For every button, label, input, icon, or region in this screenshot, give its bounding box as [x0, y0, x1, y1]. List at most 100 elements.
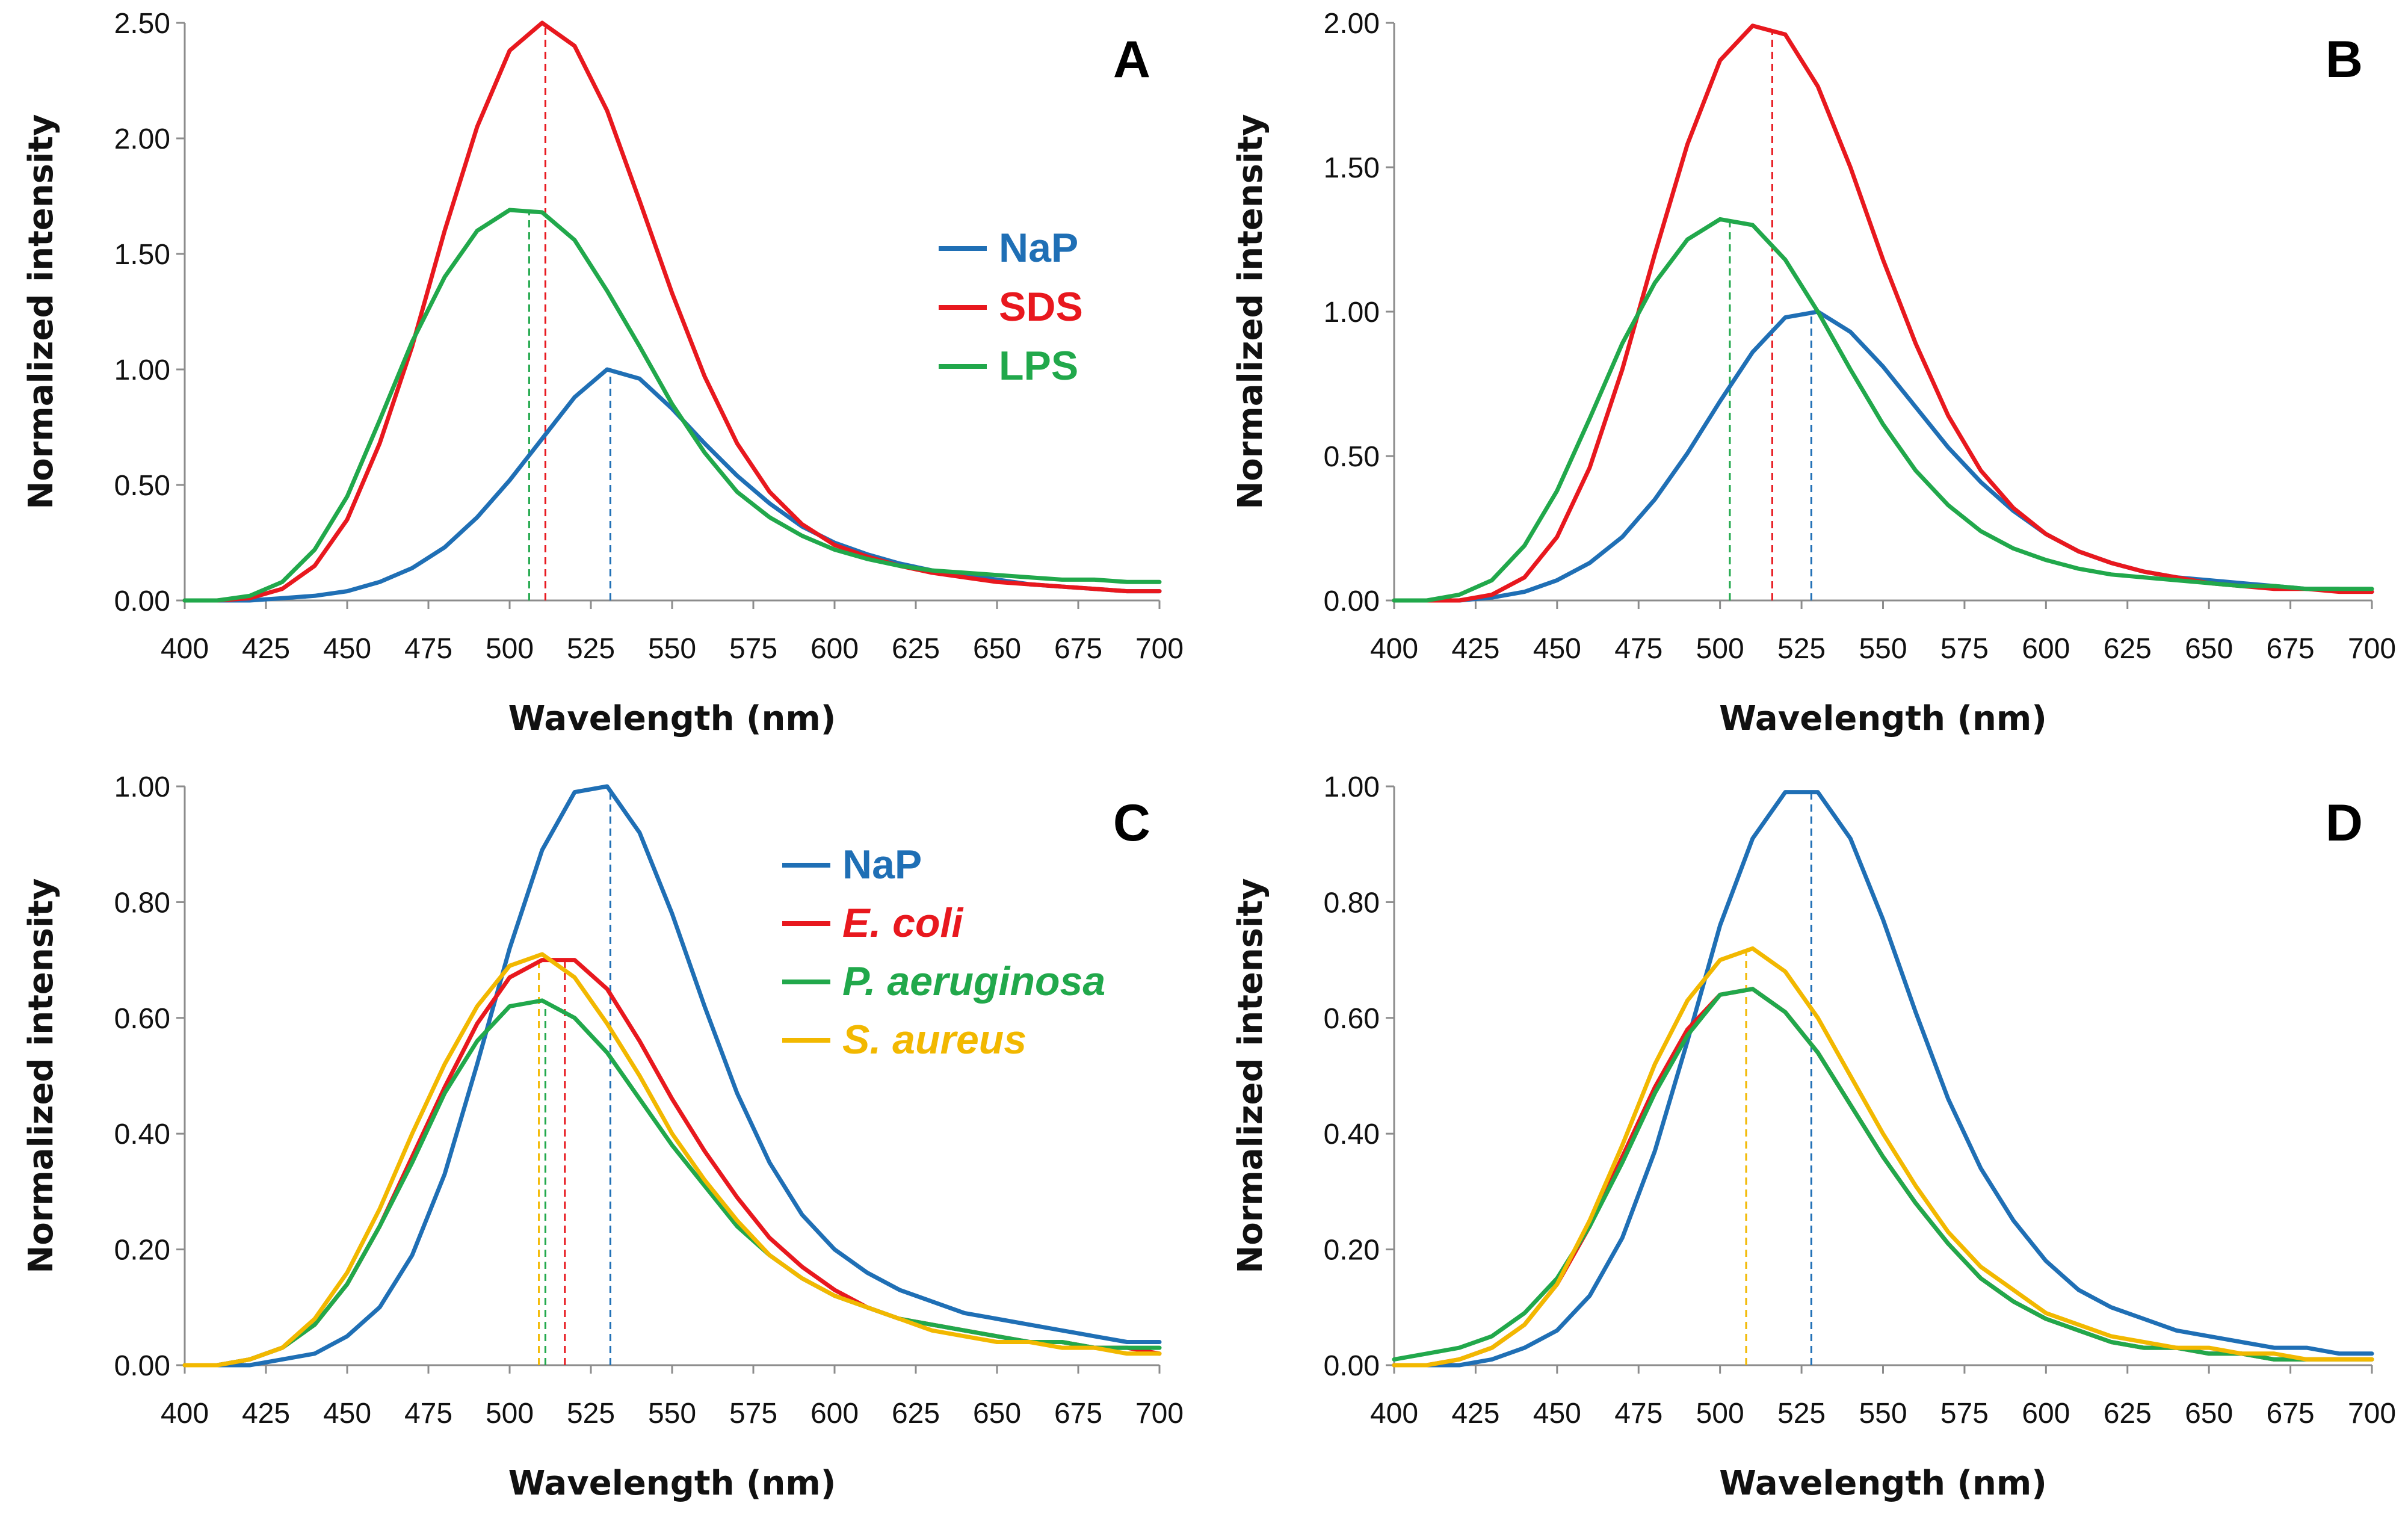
- x-tick-label: 550: [1859, 633, 1907, 665]
- legend-label: P. aeruginosa: [842, 958, 1105, 1004]
- x-tick-label: 675: [1054, 1398, 1102, 1430]
- y-tick-label: 0.60: [114, 1003, 170, 1035]
- y-tick-label: 2.00: [1324, 8, 1380, 40]
- x-tick-label: 400: [1370, 1398, 1418, 1430]
- x-axis-title: Wavelength (nm): [508, 1464, 836, 1503]
- y-tick-label: 0.60: [1324, 1003, 1380, 1035]
- x-tick-label: 500: [486, 633, 534, 665]
- x-tick-label: 650: [2185, 633, 2233, 665]
- x-tick-label: 475: [1614, 1398, 1662, 1430]
- series-line-nap: [1392, 309, 2374, 603]
- y-axis-title: Normalized intensity: [1231, 114, 1270, 509]
- x-tick-label: 600: [2022, 1398, 2070, 1430]
- x-axis-title: Wavelength (nm): [1719, 699, 2047, 738]
- y-tick-label: 0.40: [114, 1118, 170, 1150]
- panel-label: C: [1113, 794, 1150, 852]
- y-tick-label: 0.00: [1324, 585, 1380, 617]
- x-tick-label: 550: [648, 633, 696, 665]
- y-tick-label: 0.00: [114, 585, 170, 617]
- chart-panel-d: 0.00 0.20 0.40 0.60 0.80 1.00 400 425 450 475 500 5…: [1231, 771, 2396, 1503]
- x-tick-label: 500: [1696, 1398, 1744, 1430]
- y-tick-label: 0.00: [1324, 1350, 1380, 1382]
- x-tick-label: 650: [973, 633, 1021, 665]
- series-line-s-aureus: [1392, 946, 2374, 1368]
- legend-label: S. aureus: [842, 1017, 1026, 1063]
- x-tick-label: 525: [567, 633, 615, 665]
- series-line-p-aeruginosa: [1392, 987, 2374, 1362]
- x-tick-label: 475: [404, 633, 452, 665]
- x-tick-label: 700: [1135, 633, 1184, 665]
- x-tick-label: 450: [323, 633, 371, 665]
- panel-label: B: [2326, 31, 2363, 88]
- y-tick-label: 1.00: [114, 771, 170, 803]
- y-tick-label: 2.00: [114, 123, 170, 155]
- y-tick-label: 0.20: [1324, 1235, 1380, 1267]
- y-tick-label: 0.40: [1324, 1118, 1380, 1150]
- x-tick-label: 575: [1940, 633, 1989, 665]
- x-tick-label: 400: [161, 1398, 209, 1430]
- panel-label: A: [1113, 31, 1150, 88]
- x-tick-label: 525: [1777, 633, 1826, 665]
- x-tick-label: 650: [2185, 1398, 2233, 1430]
- x-tick-label: 400: [161, 633, 209, 665]
- x-tick-label: 575: [729, 633, 777, 665]
- x-tick-label: 625: [2104, 1398, 2152, 1430]
- x-tick-label: 475: [404, 1398, 452, 1430]
- legend: NaP E. coli P. aeruginosa S. aureus: [782, 842, 1105, 1063]
- x-tick-label: 700: [2348, 1398, 2396, 1430]
- series-line-nap: [182, 367, 1162, 603]
- y-tick-label: 1.50: [114, 239, 170, 271]
- y-tick-label: 0.00: [114, 1350, 170, 1382]
- x-tick-label: 475: [1614, 633, 1662, 665]
- y-axis-title: Normalized intensity: [1231, 878, 1270, 1273]
- x-tick-label: 625: [892, 633, 940, 665]
- y-axis-title: Normalized intensity: [22, 878, 61, 1273]
- x-axis-title: Wavelength (nm): [1719, 1464, 2047, 1503]
- x-tick-label: 575: [729, 1398, 777, 1430]
- y-tick-label: 1.50: [1324, 152, 1380, 184]
- y-axis-title: Normalized intensity: [22, 114, 61, 509]
- y-tick-label: 1.00: [1324, 297, 1380, 329]
- x-tick-label: 700: [1135, 1398, 1184, 1430]
- series-line-e-coli: [1392, 987, 2374, 1368]
- panel-label: D: [2326, 794, 2363, 852]
- x-tick-label: 425: [242, 633, 290, 665]
- series-line-p-aeruginosa: [182, 998, 1162, 1368]
- x-tick-label: 400: [1370, 633, 1418, 665]
- x-tick-label: 675: [1054, 633, 1102, 665]
- legend-label: NaP: [999, 225, 1078, 271]
- y-tick-label: 0.80: [114, 887, 170, 919]
- x-tick-label: 450: [1533, 633, 1581, 665]
- x-tick-label: 575: [1940, 1398, 1989, 1430]
- chart-panel-a: 0.00 0.50 1.00 1.50 2.00 2.50 400 425 450 475 500 5…: [22, 8, 1184, 738]
- legend-label: LPS: [999, 343, 1078, 389]
- series-line-s-aureus: [182, 952, 1162, 1368]
- x-tick-label: 425: [1451, 633, 1499, 665]
- series-line-lps: [1392, 217, 2374, 603]
- series-line-nap: [182, 784, 1162, 1368]
- x-tick-label: 600: [2022, 633, 2070, 665]
- y-tick-label: 0.50: [114, 470, 170, 502]
- series-line-lps: [182, 208, 1162, 603]
- x-tick-label: 425: [1451, 1398, 1499, 1430]
- chart-panel-b: 0.00 0.50 1.00 1.50 2.00 400 425 450 475 500 525 55…: [1231, 8, 2396, 738]
- x-tick-label: 550: [648, 1398, 696, 1430]
- y-tick-label: 1.00: [1324, 771, 1380, 803]
- legend-label: NaP: [842, 842, 922, 887]
- chart-panel-c: 0.00 0.20 0.40 0.60 0.80 1.00 400 425 450 475 500 5…: [22, 771, 1184, 1503]
- x-tick-label: 700: [2348, 633, 2396, 665]
- x-tick-label: 525: [567, 1398, 615, 1430]
- x-tick-label: 650: [973, 1398, 1021, 1430]
- x-tick-label: 550: [1859, 1398, 1907, 1430]
- y-tick-label: 0.20: [114, 1235, 170, 1267]
- legend-label: E. coli: [842, 900, 964, 946]
- x-tick-label: 675: [2267, 1398, 2315, 1430]
- x-tick-label: 675: [2267, 633, 2315, 665]
- x-axis-title: Wavelength (nm): [508, 699, 836, 738]
- series-line-sds: [182, 20, 1162, 603]
- x-tick-label: 625: [892, 1398, 940, 1430]
- x-tick-label: 450: [1533, 1398, 1581, 1430]
- x-tick-label: 600: [810, 633, 859, 665]
- x-tick-label: 500: [486, 1398, 534, 1430]
